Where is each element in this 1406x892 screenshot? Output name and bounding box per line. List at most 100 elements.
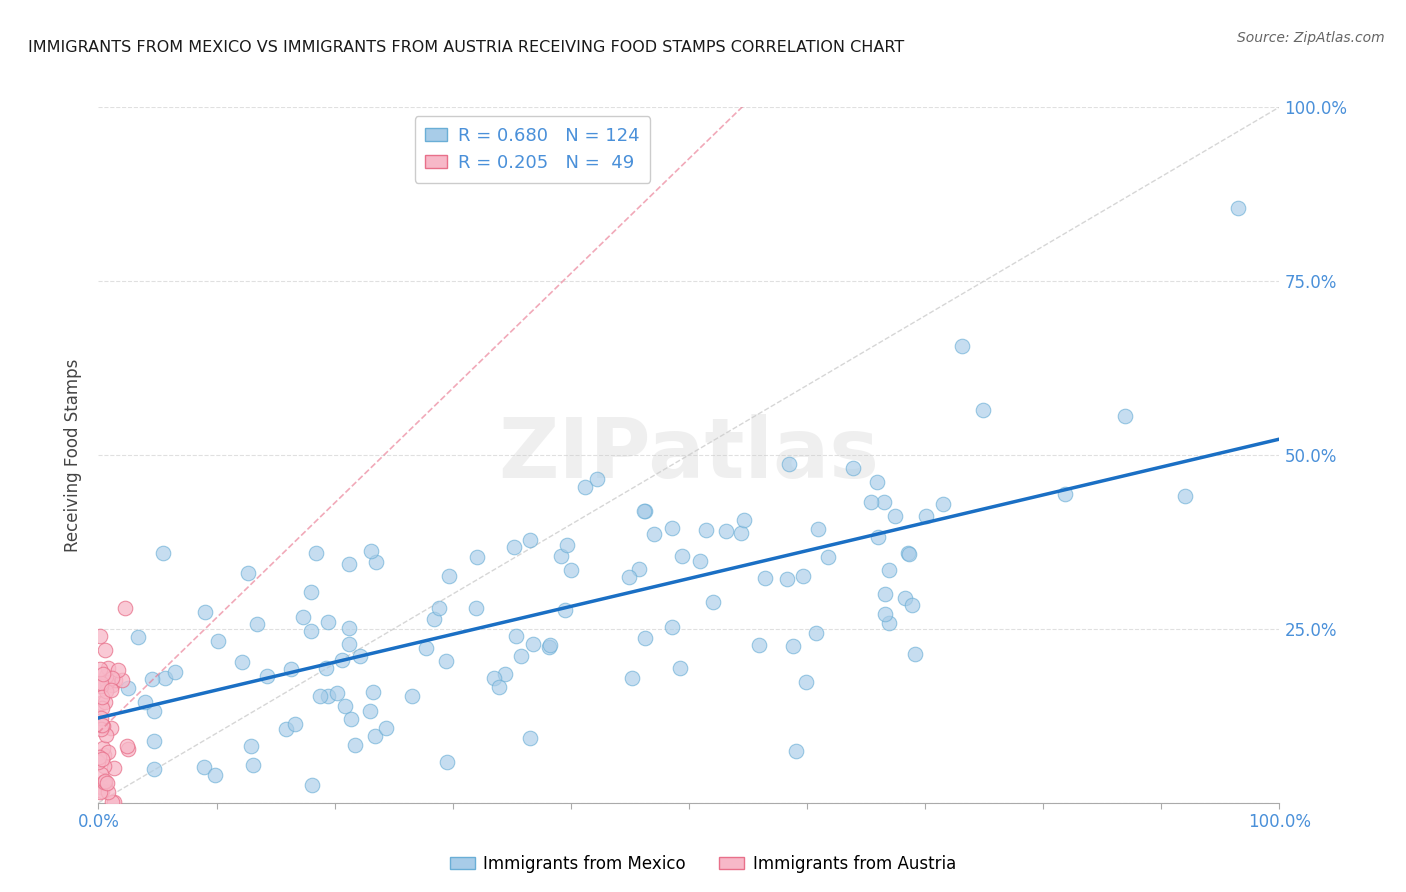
Point bbox=[94, 777, 117, 791]
Point bbox=[94, 728, 117, 742]
Point bbox=[643, 526, 665, 541]
Point bbox=[100, 721, 122, 735]
Point bbox=[730, 525, 752, 540]
Point bbox=[337, 558, 360, 572]
Point bbox=[1114, 409, 1136, 423]
Point bbox=[90, 676, 112, 690]
Point bbox=[671, 549, 693, 564]
Point bbox=[785, 744, 807, 758]
Point bbox=[349, 648, 371, 663]
Point bbox=[620, 671, 643, 685]
Point bbox=[555, 538, 578, 552]
Point bbox=[538, 638, 561, 652]
Point bbox=[280, 662, 302, 676]
Point bbox=[100, 671, 122, 685]
Point bbox=[904, 647, 927, 661]
Point bbox=[560, 563, 582, 577]
Point bbox=[91, 690, 114, 705]
Point bbox=[101, 677, 124, 691]
Point bbox=[617, 570, 640, 584]
Point bbox=[778, 457, 800, 471]
Point bbox=[488, 680, 510, 694]
Point bbox=[427, 600, 450, 615]
Point bbox=[93, 759, 115, 773]
Point bbox=[242, 758, 264, 772]
Point bbox=[363, 729, 385, 743]
Point bbox=[695, 523, 717, 537]
Point bbox=[434, 654, 457, 668]
Point bbox=[90, 722, 112, 736]
Point bbox=[318, 689, 340, 703]
Point bbox=[143, 704, 166, 718]
Point bbox=[330, 653, 353, 667]
Point bbox=[163, 665, 186, 680]
Point bbox=[627, 562, 650, 576]
Point bbox=[94, 695, 117, 709]
Point bbox=[337, 621, 360, 635]
Point bbox=[634, 631, 657, 645]
Point bbox=[94, 684, 117, 698]
Point bbox=[316, 615, 339, 629]
Point bbox=[152, 546, 174, 560]
Point bbox=[550, 549, 572, 563]
Point bbox=[873, 587, 896, 601]
Point bbox=[256, 669, 278, 683]
Point bbox=[634, 504, 657, 518]
Point bbox=[91, 784, 114, 798]
Point bbox=[465, 550, 488, 565]
Point bbox=[143, 734, 166, 748]
Point bbox=[859, 495, 882, 509]
Point bbox=[89, 785, 111, 799]
Point bbox=[89, 629, 111, 643]
Point bbox=[207, 633, 229, 648]
Point bbox=[91, 719, 114, 733]
Point bbox=[90, 679, 112, 693]
Point bbox=[94, 774, 117, 789]
Point bbox=[90, 752, 112, 766]
Point bbox=[359, 704, 381, 718]
Point bbox=[505, 629, 527, 643]
Point bbox=[91, 718, 114, 732]
Point bbox=[586, 472, 609, 486]
Point bbox=[117, 681, 139, 695]
Point bbox=[104, 673, 127, 687]
Point bbox=[305, 546, 328, 560]
Legend: Immigrants from Mexico, Immigrants from Austria: Immigrants from Mexico, Immigrants from … bbox=[443, 848, 963, 880]
Legend: R = 0.680   N = 124, R = 0.205   N =  49: R = 0.680 N = 124, R = 0.205 N = 49 bbox=[415, 116, 651, 183]
Point bbox=[901, 598, 924, 612]
Point bbox=[97, 745, 120, 759]
Point bbox=[91, 678, 114, 692]
Point bbox=[239, 739, 262, 753]
Point bbox=[519, 731, 541, 745]
Point bbox=[292, 609, 315, 624]
Point bbox=[661, 521, 683, 535]
Y-axis label: Receiving Food Stamps: Receiving Food Stamps bbox=[65, 359, 83, 551]
Point bbox=[299, 585, 322, 599]
Point bbox=[661, 619, 683, 633]
Point bbox=[522, 637, 544, 651]
Point bbox=[884, 509, 907, 524]
Point bbox=[90, 766, 112, 780]
Point bbox=[574, 480, 596, 494]
Point bbox=[554, 603, 576, 617]
Point bbox=[117, 741, 139, 756]
Point bbox=[804, 625, 827, 640]
Point bbox=[776, 572, 799, 586]
Point bbox=[436, 755, 458, 769]
Point bbox=[519, 533, 541, 548]
Point bbox=[309, 689, 332, 703]
Point bbox=[96, 785, 118, 799]
Point bbox=[89, 662, 111, 676]
Point bbox=[340, 712, 363, 726]
Point bbox=[299, 624, 322, 638]
Point bbox=[807, 522, 830, 536]
Point bbox=[90, 701, 112, 715]
Point bbox=[245, 616, 267, 631]
Point bbox=[792, 569, 814, 583]
Point bbox=[100, 682, 122, 697]
Point bbox=[897, 546, 920, 560]
Point bbox=[537, 640, 560, 655]
Point bbox=[879, 615, 901, 630]
Point bbox=[301, 778, 323, 792]
Point bbox=[754, 571, 776, 585]
